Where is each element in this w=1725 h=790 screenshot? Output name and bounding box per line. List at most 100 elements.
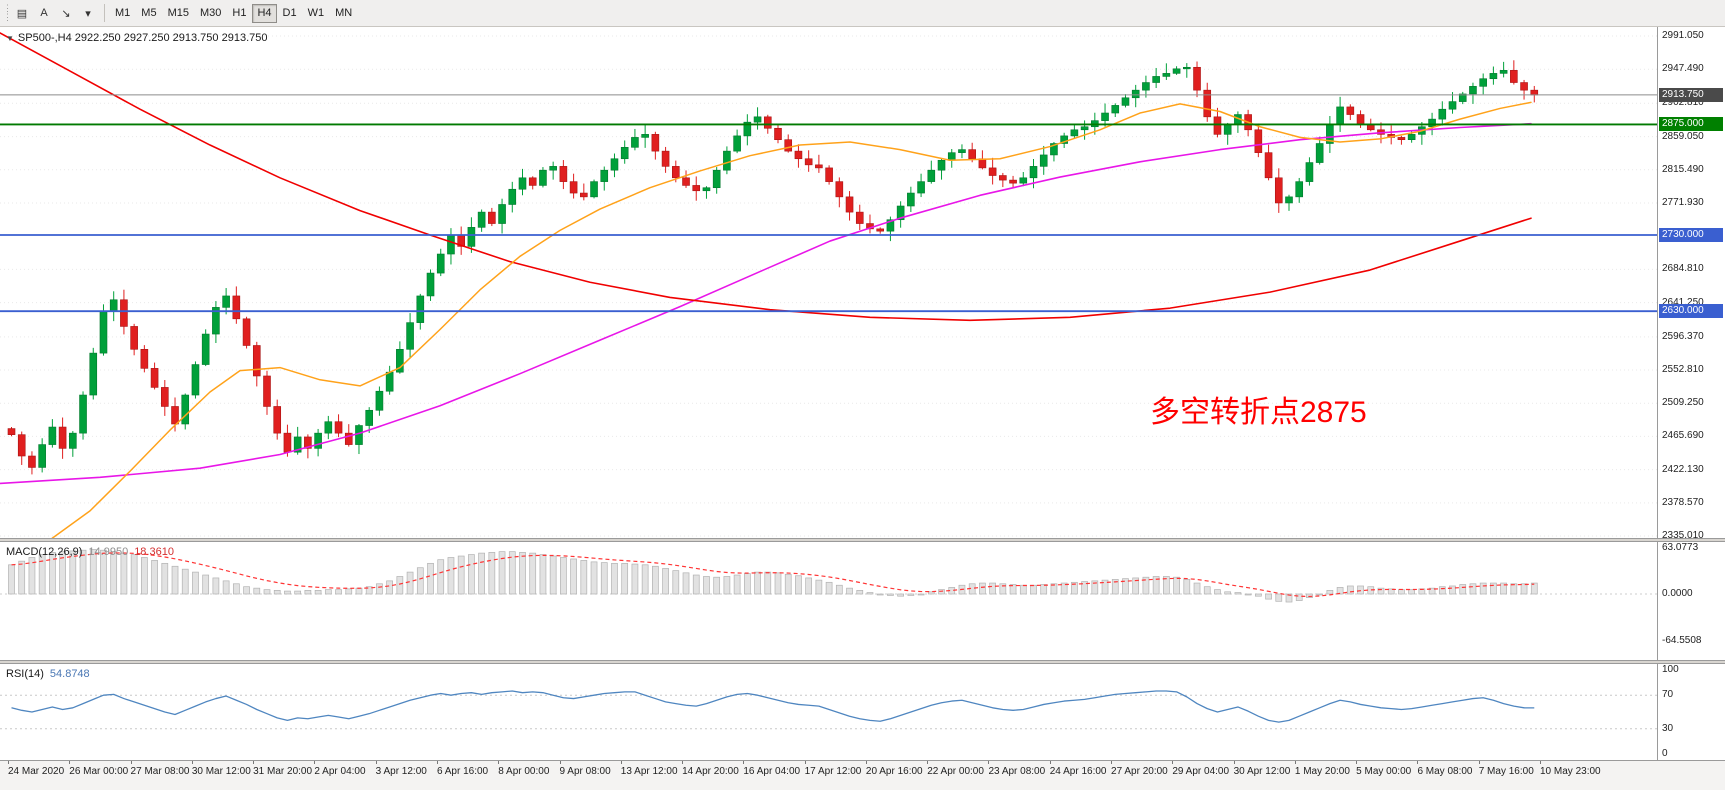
time-tick — [1233, 761, 1235, 764]
timeframe-button-w1[interactable]: W1 — [303, 4, 330, 23]
annotation-text: 多空转折点2875 — [1150, 396, 1367, 429]
macd-name: MACD(12,26,9) — [6, 546, 83, 558]
time-tick — [927, 761, 929, 764]
text-label-button[interactable]: A — [33, 3, 55, 23]
macd-axis-label: 0.0000 — [1662, 588, 1693, 599]
dropdown-caret-button[interactable]: ▾ — [77, 3, 99, 23]
chart-shift-icon: ↘ — [61, 7, 71, 20]
timeframe-button-d1[interactable]: D1 — [278, 4, 302, 23]
timeframe-button-mn[interactable]: MN — [330, 4, 357, 23]
main-chart-panel[interactable]: 多空转折点2875 — [0, 27, 1657, 538]
time-axis-label: 30 Apr 12:00 — [1233, 766, 1291, 777]
time-axis-label: 16 Apr 04:00 — [743, 766, 801, 777]
time-axis-label: 23 Apr 08:00 — [988, 766, 1046, 777]
time-axis-label: 9 Apr 08:00 — [559, 766, 611, 777]
time-tick — [314, 761, 316, 764]
time-axis-label: 10 May 23:00 — [1540, 766, 1601, 777]
time-tick — [1172, 761, 1174, 764]
price-axis-label: 2859.050 — [1662, 130, 1704, 142]
time-axis-label: 6 Apr 16:00 — [436, 766, 489, 777]
time-tick — [1540, 761, 1541, 764]
time-axis-label: 1 May 20:00 — [1294, 766, 1350, 777]
time-axis-label: 14 Apr 20:00 — [682, 766, 739, 777]
macd-histogram — [8, 549, 1538, 603]
macd-indicator-label: MACD(12,26,9) 14.9950 18.3610 — [6, 546, 174, 558]
time-axis-label: 5 May 00:00 — [1356, 766, 1412, 777]
toolbar-icon-group: ▤ A ↘ ▾ — [11, 3, 99, 23]
chart-grid-button[interactable]: ▤ — [11, 3, 33, 23]
time-axis-label: 20 Apr 16:00 — [865, 766, 923, 777]
time-tick — [1478, 761, 1480, 764]
time-tick — [1294, 761, 1296, 764]
time-tick — [436, 761, 438, 764]
timeframe-button-m15[interactable]: M15 — [163, 4, 194, 23]
time-axis-label: 7 May 16:00 — [1478, 766, 1534, 777]
time-tick — [1356, 761, 1358, 764]
rsi-axis-label: 100 — [1662, 664, 1679, 675]
rsi-axis-label: 30 — [1662, 722, 1674, 734]
timeframe-button-h4[interactable]: H4 — [252, 3, 277, 23]
price-axis-label: 2902.810 — [1662, 97, 1704, 109]
macd-panel[interactable] — [0, 542, 1657, 660]
price-axis-label: 2815.490 — [1662, 163, 1704, 175]
price-axis-label: 2335.010 — [1662, 530, 1704, 542]
price-axis-label: 2947.490 — [1662, 63, 1704, 75]
time-tick — [375, 761, 377, 764]
price-gridlines — [0, 35, 1657, 537]
price-axis-label: 2378.570 — [1662, 496, 1704, 508]
rsi-panel[interactable] — [0, 664, 1657, 760]
time-tick — [988, 761, 990, 764]
price-axis-label: 2552.810 — [1662, 364, 1704, 376]
time-tick — [620, 761, 622, 764]
level-badge-2730: 2730.000 — [1659, 227, 1723, 242]
price-axis-label: 2465.690 — [1662, 430, 1704, 442]
symbol-ohlc-text: SP500-,H4 2922.250 2927.250 2913.750 291… — [17, 32, 268, 44]
price-axis-label: 2422.130 — [1662, 463, 1704, 475]
macd-canvas — [0, 549, 1657, 603]
timeframe-button-group: M1 M5 M15 M30 H1 H4 D1 W1 MN — [110, 3, 357, 23]
macd-signal-value: 18.3610 — [134, 546, 174, 558]
time-tick — [865, 761, 867, 764]
time-axis-label: 24 Mar 2020 — [8, 766, 65, 777]
price-axis-label: 2641.250 — [1662, 296, 1704, 308]
time-tick — [498, 761, 500, 764]
time-tick — [1049, 761, 1051, 764]
price-axis-label: 2509.250 — [1662, 397, 1704, 409]
rsi-name: RSI(14) — [6, 668, 44, 680]
time-axis-label: 22 Apr 00:00 — [927, 766, 984, 777]
time-axis-label: 24 Apr 16:00 — [1049, 766, 1107, 777]
timeframe-button-h1[interactable]: H1 — [227, 4, 251, 23]
level-badge-2630: 2630.000 — [1659, 304, 1723, 319]
rsi-value: 54.8748 — [49, 668, 90, 680]
panel-divider-rsi[interactable] — [0, 660, 1725, 664]
rsi-axis-label: 0 — [1662, 748, 1668, 759]
rsi-axis-label: 70 — [1662, 689, 1674, 701]
timeframe-button-m30[interactable]: M30 — [195, 4, 226, 23]
timeframe-button-m5[interactable]: M5 — [136, 4, 161, 23]
time-axis-label: 26 Mar 00:00 — [69, 766, 129, 777]
timeframe-button-m1[interactable]: M1 — [110, 4, 135, 23]
macd-axis-label: -64.5508 — [1662, 635, 1702, 647]
price-axis-label: 2684.810 — [1662, 263, 1704, 275]
text-label-icon: A — [40, 7, 48, 19]
time-tick — [804, 761, 806, 764]
ma-long-red-line — [0, 32, 1532, 322]
collapse-arrow-icon[interactable]: ▼ — [6, 33, 14, 43]
main-chart-canvas: 多空转折点2875 — [0, 32, 1657, 538]
rsi-indicator-label: RSI(14) 54.8748 — [6, 668, 90, 680]
time-tick — [8, 761, 9, 764]
time-tick — [682, 761, 684, 764]
ma-slow-magenta-line — [0, 122, 1532, 485]
macd-axis-label: 63.0773 — [1662, 541, 1699, 553]
symbol-label[interactable]: ▼ SP500-,H4 2922.250 2927.250 2913.750 2… — [6, 32, 267, 44]
time-axis: 24 Mar 2020 26 Mar 00:00 27 Mar 08:00 30 Ma… — [0, 760, 1725, 790]
time-axis-label: 13 Apr 12:00 — [620, 766, 678, 777]
time-tick — [743, 761, 745, 764]
toolbar-grip[interactable]: ⋮ ⋮ — [3, 3, 12, 22]
time-tick — [1111, 761, 1113, 764]
chart-shift-button[interactable]: ↘ — [55, 3, 77, 23]
time-tick — [559, 761, 561, 764]
price-axis-label: 2596.370 — [1662, 330, 1704, 342]
panel-divider-macd[interactable] — [0, 538, 1725, 542]
